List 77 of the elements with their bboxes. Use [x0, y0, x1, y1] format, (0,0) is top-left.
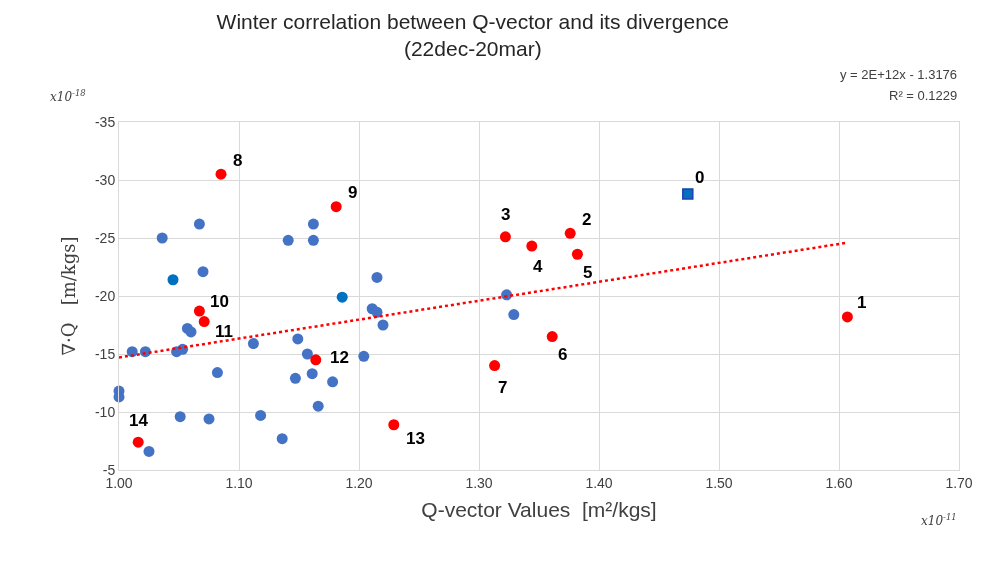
x-tick-label: 1.40	[585, 474, 613, 491]
annotation: 14	[129, 411, 149, 430]
x-tick-label: 1.10	[225, 474, 253, 491]
point	[564, 227, 576, 239]
point	[276, 433, 288, 445]
point	[292, 333, 304, 345]
point	[682, 188, 694, 200]
point	[203, 413, 215, 425]
annotation: 11	[215, 322, 233, 341]
point	[546, 331, 558, 343]
y-tick-label: -35	[94, 113, 116, 130]
point	[358, 350, 370, 362]
annotation: 6	[558, 345, 568, 364]
point	[571, 248, 583, 260]
point	[126, 346, 138, 358]
annotation: 3	[501, 205, 511, 224]
annotation: 5	[583, 263, 593, 282]
point	[185, 326, 197, 338]
annotation: 7	[498, 378, 508, 397]
point	[330, 201, 342, 213]
point	[255, 409, 267, 421]
point	[841, 311, 853, 323]
point	[198, 316, 210, 328]
y-tick-label: -10	[94, 403, 116, 420]
point	[174, 411, 186, 423]
point	[211, 367, 223, 379]
x-tick-label: 1.50	[705, 474, 733, 491]
x-axis-title: Q-vector Values [m²/kgs]	[421, 498, 657, 521]
point	[282, 234, 294, 246]
y-tick-label: -25	[94, 229, 116, 246]
annotation: 12	[330, 348, 349, 367]
point	[312, 400, 324, 412]
text: x10$^{-11}$	[921, 512, 957, 529]
point	[215, 168, 227, 180]
text: x10$^{-18}$	[50, 88, 87, 105]
y-tick-label: -30	[94, 171, 116, 188]
annotation: 8	[233, 151, 243, 170]
point	[193, 218, 205, 230]
point	[143, 445, 155, 457]
x-tick-label: 1.60	[825, 474, 853, 491]
point	[132, 436, 144, 448]
point	[489, 360, 501, 372]
point	[289, 372, 301, 384]
y-tick-label: -15	[94, 345, 116, 362]
annotation: 9	[348, 183, 358, 202]
x-tick-label: 1.30	[465, 474, 493, 491]
point	[301, 348, 313, 360]
point	[307, 234, 319, 246]
annotation: 10	[210, 292, 229, 311]
chart-title: Winter correlation between Q-vector and its divergence (22dec-20mar)	[216, 9, 730, 60]
point	[327, 376, 339, 388]
point	[371, 271, 383, 283]
annotation: 13	[406, 429, 425, 448]
x-tick-label: 1.70	[945, 474, 973, 491]
y-axis-title: ∇·Q [m/kgs]	[58, 236, 80, 356]
point	[499, 231, 511, 243]
text: R² = 0.1229	[889, 88, 958, 103]
point	[167, 274, 179, 286]
text: y = 2E+12x - 1.3176	[840, 67, 958, 82]
point	[508, 309, 520, 321]
point	[197, 266, 209, 278]
x-tick-label: 1.20	[345, 474, 373, 491]
point	[193, 305, 205, 317]
point	[247, 338, 259, 350]
point	[307, 218, 319, 230]
point	[377, 319, 389, 331]
point	[306, 368, 318, 380]
annotation: 2	[582, 210, 592, 229]
point	[156, 232, 168, 244]
annotation: 4	[533, 257, 543, 276]
point	[336, 291, 348, 303]
point	[310, 354, 322, 366]
y-tick-label: -20	[94, 287, 116, 304]
point	[388, 419, 400, 431]
point	[526, 240, 538, 252]
annotation: 1	[857, 293, 867, 312]
annotation: 0	[695, 168, 705, 187]
